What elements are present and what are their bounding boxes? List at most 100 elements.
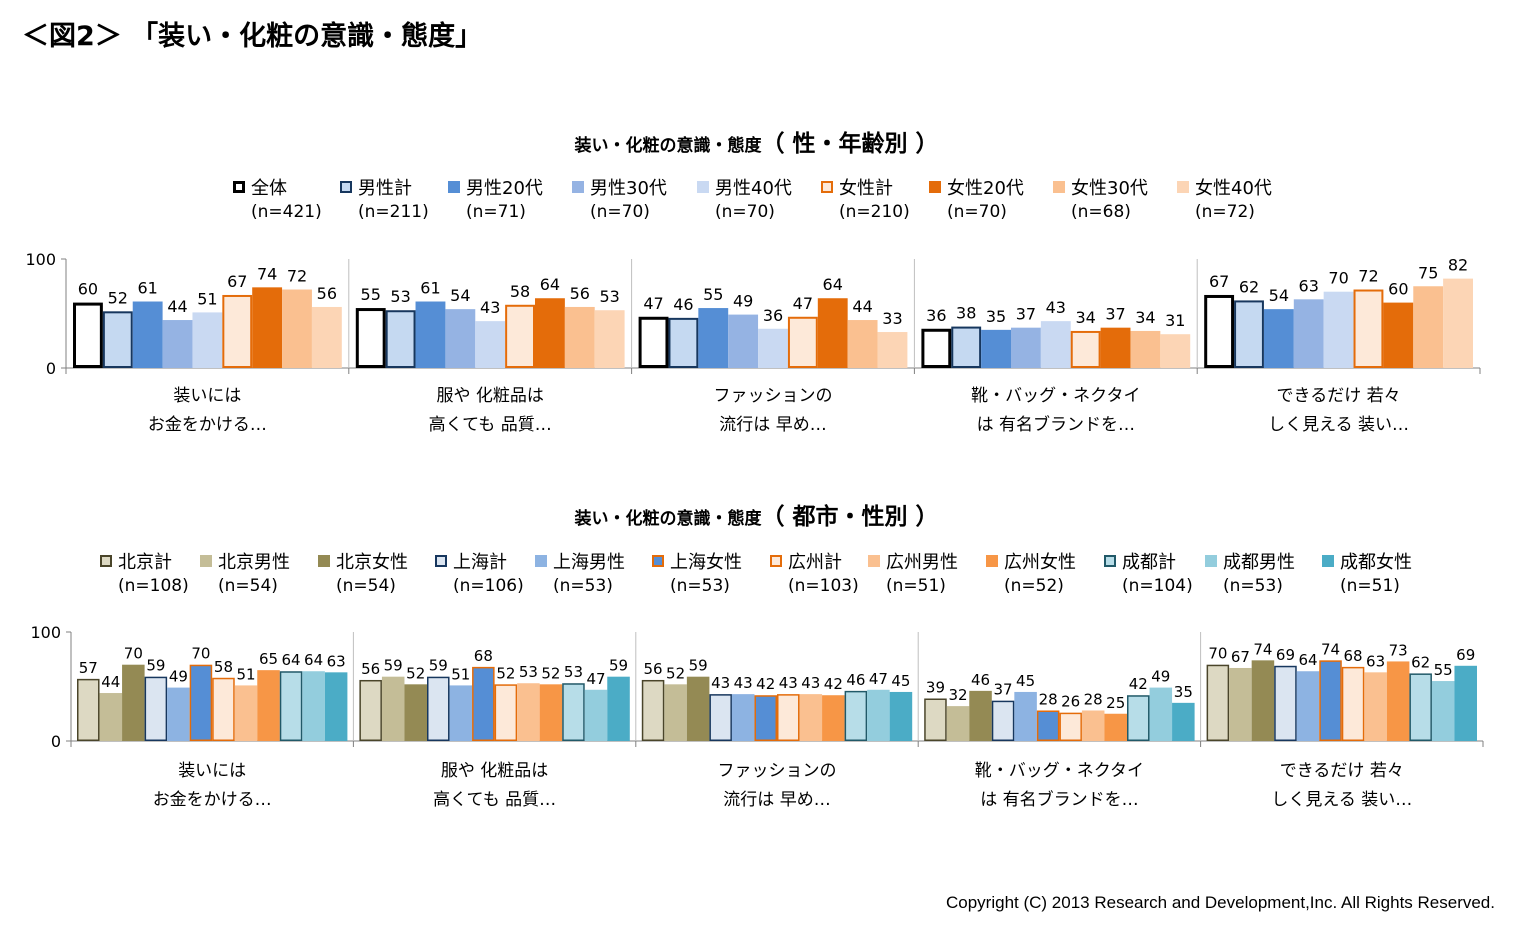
category-label: 流行は 早め… <box>723 790 830 810</box>
bar <box>1413 286 1444 368</box>
data-label: 38 <box>956 304 976 323</box>
bar <box>99 693 123 741</box>
data-label: 64 <box>282 651 301 669</box>
bar <box>1263 309 1294 368</box>
bar <box>222 294 253 368</box>
bar <box>1386 661 1410 741</box>
bar <box>709 694 732 742</box>
bar <box>505 304 535 368</box>
bar <box>731 694 755 741</box>
bar <box>562 683 585 741</box>
legend-label: 全体 <box>251 178 287 199</box>
bar <box>359 679 382 742</box>
data-label: 59 <box>146 657 165 675</box>
chart-title-main: 装い・化粧の意識・態度 <box>574 509 762 529</box>
legend-swatch <box>100 555 112 567</box>
category-label: できるだけ 若々 <box>1277 386 1401 406</box>
bar <box>877 332 908 368</box>
bar <box>252 287 283 368</box>
legend-item: 女性20代 (n=70) <box>929 176 1024 222</box>
data-label: 67 <box>227 272 247 291</box>
legend-label: 女性40代 <box>1195 178 1272 199</box>
bar <box>1149 687 1173 741</box>
data-label: 45 <box>1016 672 1035 690</box>
bar <box>698 308 729 368</box>
legend-sample-size: (n=53) <box>553 576 613 596</box>
data-label: 52 <box>108 288 128 307</box>
data-label: 58 <box>214 658 233 676</box>
data-label: 61 <box>420 279 440 298</box>
category-label: しく見える 装い… <box>1271 790 1412 810</box>
bar <box>822 695 845 741</box>
bar <box>686 676 710 741</box>
bar <box>445 309 476 368</box>
data-label: 56 <box>644 660 663 678</box>
bar <box>787 316 818 368</box>
bar <box>584 689 608 741</box>
data-label: 44 <box>167 297 187 316</box>
legend-label: 上海計 <box>453 552 507 573</box>
bar <box>475 321 506 368</box>
data-label: 44 <box>101 673 120 691</box>
data-label: 65 <box>259 650 278 668</box>
data-label: 82 <box>1448 256 1468 275</box>
data-label: 28 <box>1084 690 1103 708</box>
data-label: 57 <box>79 659 98 677</box>
data-label: 26 <box>1061 693 1080 711</box>
category-label: 靴・バッグ・ネクタイ <box>975 761 1144 781</box>
data-label: 55 <box>361 285 381 304</box>
bar <box>754 695 778 741</box>
bar <box>385 310 416 369</box>
legend-label: 北京男性 <box>218 552 290 573</box>
legend-swatch <box>1177 181 1189 193</box>
bar <box>607 676 630 741</box>
legend-label: 男性30代 <box>590 178 667 199</box>
legend-sample-size: (n=71) <box>466 202 526 222</box>
legend-item: 女性40代 (n=72) <box>1177 176 1272 222</box>
data-label: 25 <box>1106 694 1125 712</box>
bar <box>1130 330 1161 368</box>
bar <box>991 700 1015 741</box>
data-label: 72 <box>1358 267 1378 286</box>
data-label: 51 <box>451 665 470 683</box>
bar <box>728 314 759 368</box>
legend-item: 上海男性 (n=53) <box>535 550 625 596</box>
data-label: 72 <box>287 267 307 286</box>
legend-item: 広州男性 (n=51) <box>868 550 958 596</box>
legend-label: 広州男性 <box>886 552 958 573</box>
bar <box>1409 673 1432 741</box>
data-label: 59 <box>689 657 708 675</box>
bar <box>404 684 427 741</box>
legend-item: 全体 (n=421) <box>233 176 322 222</box>
data-label: 37 <box>994 681 1013 699</box>
data-label: 42 <box>1129 675 1148 693</box>
data-label: 43 <box>1046 298 1066 317</box>
legend-swatch <box>1104 555 1116 567</box>
category-label: ファッションの <box>714 386 833 406</box>
data-label: 53 <box>599 287 619 306</box>
bar <box>664 684 687 741</box>
legend-item: 男性40代 (n=70) <box>697 176 792 222</box>
y-tick-label: 0 <box>46 359 56 378</box>
data-label: 55 <box>703 285 723 304</box>
category-label: 流行は 早め… <box>719 415 826 435</box>
legend-sample-size: (n=104) <box>1122 576 1193 596</box>
legend-sample-size: (n=421) <box>251 202 322 222</box>
bar <box>1081 710 1105 741</box>
data-label: 47 <box>869 670 888 688</box>
category-label: は 有名ブランドを… <box>977 414 1135 435</box>
data-label: 70 <box>191 645 210 663</box>
category-label: お金をかける… <box>148 415 267 435</box>
bar <box>564 306 595 368</box>
legend-swatch <box>435 555 447 567</box>
bar <box>449 685 473 741</box>
category-label: しく見える 装い… <box>1268 415 1409 435</box>
data-label: 54 <box>1269 286 1289 305</box>
legend-item: 男性20代 (n=71) <box>448 176 543 222</box>
data-label: 36 <box>763 306 783 325</box>
data-label: 49 <box>1151 668 1170 686</box>
legend-item: 北京計 (n=108) <box>100 550 189 596</box>
bar <box>472 666 495 742</box>
bar <box>969 690 992 741</box>
chart-title-sub: （ 都市・性別 ） <box>761 504 939 530</box>
